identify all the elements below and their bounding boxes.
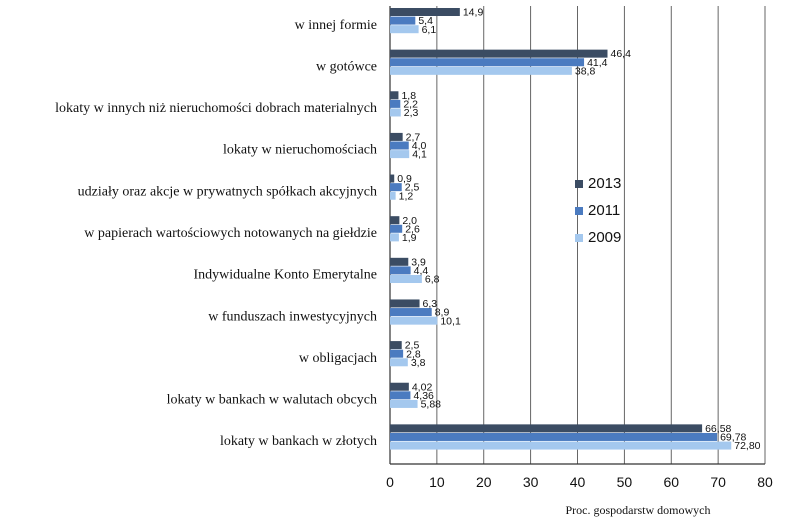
x-tick-labels: 0 10 20 30 40 50 60 70 80 bbox=[386, 474, 773, 490]
bar-2013 bbox=[390, 424, 703, 433]
category-label: w innej formie bbox=[295, 18, 377, 33]
bar-2011 bbox=[390, 391, 411, 400]
bar-2009 bbox=[390, 441, 732, 450]
bar-2009 bbox=[390, 233, 399, 242]
bar-value-label: 10,1 bbox=[440, 315, 461, 327]
bar-value-label: 1,8 bbox=[401, 90, 416, 102]
bar-value-label: 66,58 bbox=[705, 423, 731, 435]
bar-2011 bbox=[390, 308, 432, 317]
bar-value-label: 2,3 bbox=[404, 107, 419, 119]
legend-label-2009: 2009 bbox=[588, 229, 621, 246]
legend: 2013 2011 2009 bbox=[575, 175, 621, 246]
x-tick-10: 10 bbox=[429, 474, 445, 490]
bar-value-label: 4,0 bbox=[412, 140, 427, 152]
legend-swatch-2013 bbox=[575, 180, 583, 188]
bar-2009 bbox=[390, 66, 572, 75]
bar-2013 bbox=[390, 382, 409, 391]
bar-value-label: 6,3 bbox=[423, 298, 438, 310]
legend-label-2011: 2011 bbox=[588, 202, 620, 219]
bar-value-label: 8,9 bbox=[435, 307, 450, 319]
bar-value-label: 1,9 bbox=[402, 232, 417, 244]
bar-2011 bbox=[390, 349, 404, 358]
bar-value-label: 4,1 bbox=[412, 149, 427, 161]
bar-value-label: 5,88 bbox=[421, 399, 442, 411]
x-tick-40: 40 bbox=[570, 474, 586, 490]
bar-2013 bbox=[390, 341, 402, 350]
chart-bars bbox=[390, 8, 732, 450]
bar-2009 bbox=[390, 150, 410, 159]
x-axis-title: Proc. gospodarstw domowych bbox=[566, 503, 711, 517]
bar-value-label: 2,0 bbox=[402, 215, 417, 227]
bar-value-label: 4,36 bbox=[413, 390, 434, 402]
bar-value-label: 2,2 bbox=[403, 98, 418, 110]
bar-value-label: 2,8 bbox=[406, 348, 421, 360]
bar-2009 bbox=[390, 358, 408, 367]
bar-2013 bbox=[390, 132, 403, 141]
bar-2013 bbox=[390, 8, 460, 16]
bar-value-label: 6,1 bbox=[422, 24, 437, 36]
legend-swatch-2011 bbox=[575, 207, 583, 215]
category-label: w papierach wartościowych notowanych na … bbox=[84, 226, 377, 241]
bar-value-label: 2,5 bbox=[405, 340, 420, 352]
bar-2011 bbox=[390, 58, 585, 67]
x-tick-70: 70 bbox=[710, 474, 726, 490]
category-label: w gotówce bbox=[316, 59, 377, 74]
bar-2009 bbox=[390, 25, 419, 34]
bar-value-label: 6,8 bbox=[425, 274, 440, 286]
bar-value-label: 4,02 bbox=[412, 381, 433, 393]
bar-2011 bbox=[390, 224, 403, 233]
bar-value-label: 2,6 bbox=[405, 223, 420, 235]
bar-value-label: 41,4 bbox=[587, 57, 608, 69]
bar-value-label: 72,80 bbox=[734, 440, 760, 452]
bar-2011 bbox=[390, 99, 401, 108]
bar-2013 bbox=[390, 299, 420, 308]
x-tick-60: 60 bbox=[663, 474, 679, 490]
value-labels: 14,9 5,46,1 46,441,438,8 1,82,22,3 2,74,04,1… bbox=[397, 7, 760, 453]
bar-value-label: 4,4 bbox=[414, 265, 429, 277]
bar-2013 bbox=[390, 91, 399, 100]
bar-2009 bbox=[390, 191, 396, 200]
bar-2011 bbox=[390, 266, 411, 275]
category-label: lokaty w bankach w złotych bbox=[220, 434, 377, 449]
bar-2009 bbox=[390, 275, 422, 284]
bar-value-label: 1,2 bbox=[399, 190, 414, 202]
bar-2013 bbox=[390, 216, 400, 225]
bar-2013 bbox=[390, 174, 395, 183]
bar-value-label: 46,4 bbox=[611, 48, 632, 60]
bar-2009 bbox=[390, 399, 418, 408]
bar-value-label: 0,9 bbox=[397, 173, 412, 185]
bar-2011 bbox=[390, 16, 416, 25]
bar-value-label: 69,78 bbox=[720, 432, 746, 444]
bar-value-label: 3,9 bbox=[411, 256, 426, 268]
x-tick-80: 80 bbox=[757, 474, 773, 490]
bar-value-label: 3,8 bbox=[411, 357, 426, 369]
bar-2011 bbox=[390, 141, 409, 150]
bar-2013 bbox=[390, 257, 409, 266]
bar-value-label: 2,7 bbox=[406, 132, 421, 144]
category-label: lokaty w innych niż nieruchomości dobrac… bbox=[55, 101, 377, 116]
category-label: lokaty w bankach w walutach obcych bbox=[167, 393, 377, 408]
category-label: udziały oraz akcje w prywatnych spółkach… bbox=[78, 184, 377, 199]
x-tick-0: 0 bbox=[386, 474, 394, 490]
category-label: w funduszach inwestycyjnych bbox=[208, 309, 377, 324]
legend-swatch-2009 bbox=[575, 234, 583, 242]
bar-2009 bbox=[390, 316, 438, 325]
bar-value-label: 14,9 bbox=[463, 7, 484, 19]
bar-2009 bbox=[390, 108, 401, 117]
category-labels: w innej formie w gotówce lokaty w innych n… bbox=[55, 18, 377, 449]
bar-value-label: 38,8 bbox=[575, 65, 596, 77]
x-tick-20: 20 bbox=[476, 474, 492, 490]
bar-2013 bbox=[390, 49, 608, 58]
x-tick-50: 50 bbox=[617, 474, 633, 490]
bar-value-label: 5,4 bbox=[418, 15, 433, 27]
category-label: w obligacjach bbox=[299, 351, 377, 366]
bar-2011 bbox=[390, 432, 718, 441]
x-tick-30: 30 bbox=[523, 474, 539, 490]
bar-value-label: 2,5 bbox=[405, 182, 420, 194]
category-label: Indywidualne Konto Emerytalne bbox=[193, 268, 377, 283]
category-label: lokaty w nieruchomościach bbox=[223, 143, 377, 158]
legend-label-2013: 2013 bbox=[588, 175, 621, 192]
bar-2011 bbox=[390, 183, 402, 192]
